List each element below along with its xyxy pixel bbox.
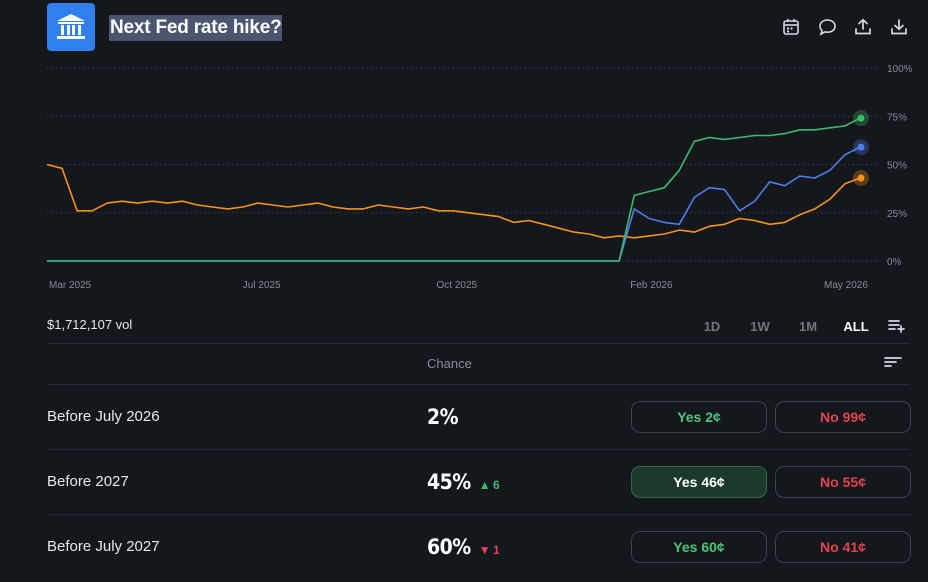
y-tick-label: 100% — [887, 64, 913, 75]
outcome-row[interactable]: Before 2027 45% ▲ 6 Yes 46¢ No 55¢ — [47, 450, 911, 514]
series-end-point — [857, 114, 865, 122]
divider — [47, 514, 910, 515]
x-tick-label: Jul 2025 — [243, 280, 281, 291]
y-tick-label: 25% — [887, 209, 907, 220]
divider — [47, 449, 910, 450]
y-tick-label: 50% — [887, 161, 907, 172]
volume-label: $1,712,107 vol — [47, 317, 133, 332]
y-tick-label: 75% — [887, 112, 907, 123]
download-icon[interactable] — [888, 16, 910, 38]
buy-no-button[interactable]: No 55¢ — [775, 466, 911, 498]
calendar-icon[interactable] — [780, 16, 802, 38]
range-all-button[interactable]: ALL — [843, 318, 869, 334]
outcome-name: Before 2027 — [47, 473, 129, 490]
buy-yes-button[interactable]: Yes 46¢ — [631, 466, 767, 498]
chance-value: 2% — [427, 405, 459, 429]
sort-icon[interactable] — [884, 355, 904, 373]
outcome-chance: 60% ▼ 1 — [427, 515, 500, 579]
y-tick-label: 0% — [887, 257, 902, 268]
time-range-selector: 1D 1W 1M ALL — [688, 316, 910, 336]
chart-settings-icon[interactable] — [884, 316, 910, 336]
x-tick-label: May 2026 — [824, 280, 868, 291]
series-end-point — [857, 143, 865, 151]
chance-value: 60% — [427, 535, 471, 559]
x-tick-label: Mar 2025 — [49, 280, 92, 291]
chance-change-up: ▲ 6 — [478, 478, 500, 492]
chance-change-down: ▼ 1 — [478, 543, 500, 557]
x-tick-label: Oct 2025 — [437, 280, 478, 291]
price-chart[interactable]: 100% 75% 50% 25% 0% Mar 2025 Jul 2025 Oct 2025… — [0, 55, 928, 300]
share-icon[interactable] — [852, 16, 874, 38]
divider — [47, 343, 910, 344]
range-1m-button[interactable]: 1M — [798, 318, 818, 334]
outcome-row[interactable]: Before July 2027 60% ▼ 1 Yes 60¢ No 41¢ — [47, 515, 911, 579]
comment-icon[interactable] — [816, 16, 838, 38]
buy-yes-button[interactable]: Yes 2¢ — [631, 401, 767, 433]
series-end-point — [857, 174, 865, 182]
chance-column-header: Chance — [427, 356, 472, 371]
series-line — [46, 163, 861, 239]
buy-no-button[interactable]: No 99¢ — [775, 401, 911, 433]
outcome-name: Before July 2026 — [47, 408, 160, 425]
outcome-name: Before July 2027 — [47, 538, 160, 555]
x-tick-label: Feb 2026 — [630, 280, 673, 291]
market-header: Next Fed rate hike? — [47, 3, 910, 51]
range-1d-button[interactable]: 1D — [703, 318, 721, 334]
outcome-chance: 2% — [427, 385, 459, 449]
buy-no-button[interactable]: No 41¢ — [775, 531, 911, 563]
chance-value: 45% — [427, 470, 471, 494]
bank-icon — [47, 3, 95, 51]
market-title: Next Fed rate hike? — [109, 15, 283, 41]
outcome-row[interactable]: Before July 2026 2% Yes 2¢ No 99¢ — [47, 385, 911, 449]
series-line — [47, 117, 861, 262]
divider — [47, 384, 910, 385]
buy-yes-button[interactable]: Yes 60¢ — [631, 531, 767, 563]
outcome-chance: 45% ▲ 6 — [427, 450, 500, 514]
range-1w-button[interactable]: 1W — [750, 318, 770, 334]
